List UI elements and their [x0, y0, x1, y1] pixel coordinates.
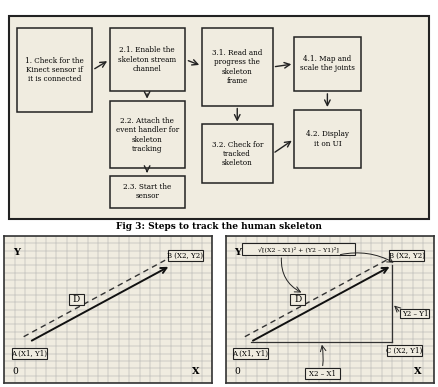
Text: Fig 3: Steps to track the human skeleton: Fig 3: Steps to track the human skeleton: [116, 222, 322, 231]
Text: C (X2, Y1): C (X2, Y1): [386, 346, 423, 354]
Bar: [69, 295, 84, 305]
Text: X: X: [413, 367, 421, 376]
Text: 1. Check for the
Kinect sensor if
it is connected: 1. Check for the Kinect sensor if it is …: [25, 57, 84, 83]
Text: 2.3. Start the
sensor: 2.3. Start the sensor: [123, 183, 171, 200]
Bar: [12, 348, 47, 359]
Text: D: D: [73, 295, 80, 304]
Bar: [389, 250, 424, 261]
Bar: [110, 101, 185, 168]
Text: 0: 0: [234, 367, 240, 376]
Text: X2 – X1: X2 – X1: [309, 370, 336, 378]
Text: X: X: [192, 367, 200, 376]
Bar: [110, 176, 185, 208]
Text: 4.2. Display
it on UI: 4.2. Display it on UI: [306, 130, 349, 148]
Text: D: D: [294, 295, 301, 304]
Bar: [294, 110, 360, 168]
Bar: [242, 243, 355, 255]
Text: 3.2. Check for
tracked
skeleton: 3.2. Check for tracked skeleton: [212, 140, 263, 167]
Bar: [233, 348, 268, 359]
Text: Y2 – Y1: Y2 – Y1: [402, 310, 428, 318]
Text: Y: Y: [13, 248, 20, 257]
Bar: [202, 125, 272, 183]
Bar: [168, 250, 203, 261]
Text: √[(X2 – X1)² + (Y2 – Y1)²]: √[(X2 – X1)² + (Y2 – Y1)²]: [258, 247, 339, 252]
Text: 4.1. Map and
scale the joints: 4.1. Map and scale the joints: [300, 55, 355, 72]
Bar: [305, 368, 340, 379]
Bar: [17, 28, 92, 112]
Text: 0: 0: [13, 367, 18, 376]
Text: B (X2, Y2): B (X2, Y2): [389, 252, 424, 260]
Text: 2.2. Attach the
event handler for
skeleton
tracking: 2.2. Attach the event handler for skelet…: [116, 117, 179, 153]
Text: Y: Y: [234, 248, 241, 257]
Text: B (X2, Y2): B (X2, Y2): [167, 252, 203, 260]
Text: 3.1. Read and
progress the
skeleton
frame: 3.1. Read and progress the skeleton fram…: [212, 49, 262, 85]
Bar: [387, 345, 422, 356]
Bar: [290, 295, 305, 305]
Bar: [400, 309, 429, 319]
Bar: [294, 37, 360, 91]
Bar: [202, 28, 272, 106]
Text: 2.1. Enable the
skeleton stream
channel: 2.1. Enable the skeleton stream channel: [118, 46, 176, 73]
Bar: [110, 28, 185, 91]
Text: A (X1, Y1): A (X1, Y1): [11, 349, 47, 357]
Text: A (X1, Y1): A (X1, Y1): [233, 349, 268, 357]
